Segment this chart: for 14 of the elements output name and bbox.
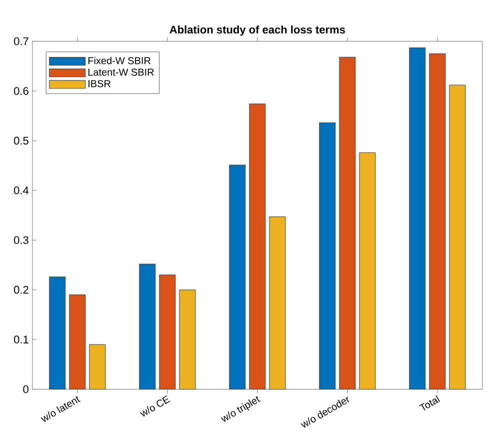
y-tick-label: 0.3 [14, 236, 28, 244]
x-tick-label: Total [419, 395, 440, 410]
chart-title: Ablation study of each loss terms [170, 25, 345, 36]
legend-label: Latent-W SBIR [88, 68, 154, 76]
x-tick-label: w/o CE [140, 396, 170, 417]
y-tick-label: 0.5 [14, 136, 28, 145]
y-tick-label: 0.2 [14, 286, 28, 294]
legend-label: IBSR [88, 80, 110, 88]
y-tick-label: 0.1 [14, 336, 28, 344]
y-tick-label: 0.4 [14, 186, 29, 194]
y-tick-label: 0.7 [14, 37, 28, 46]
y-tick-label: 0.6 [14, 87, 28, 95]
y-tick-label: 0 [23, 385, 28, 394]
legend-label: Fixed-W SBIR [88, 56, 150, 64]
